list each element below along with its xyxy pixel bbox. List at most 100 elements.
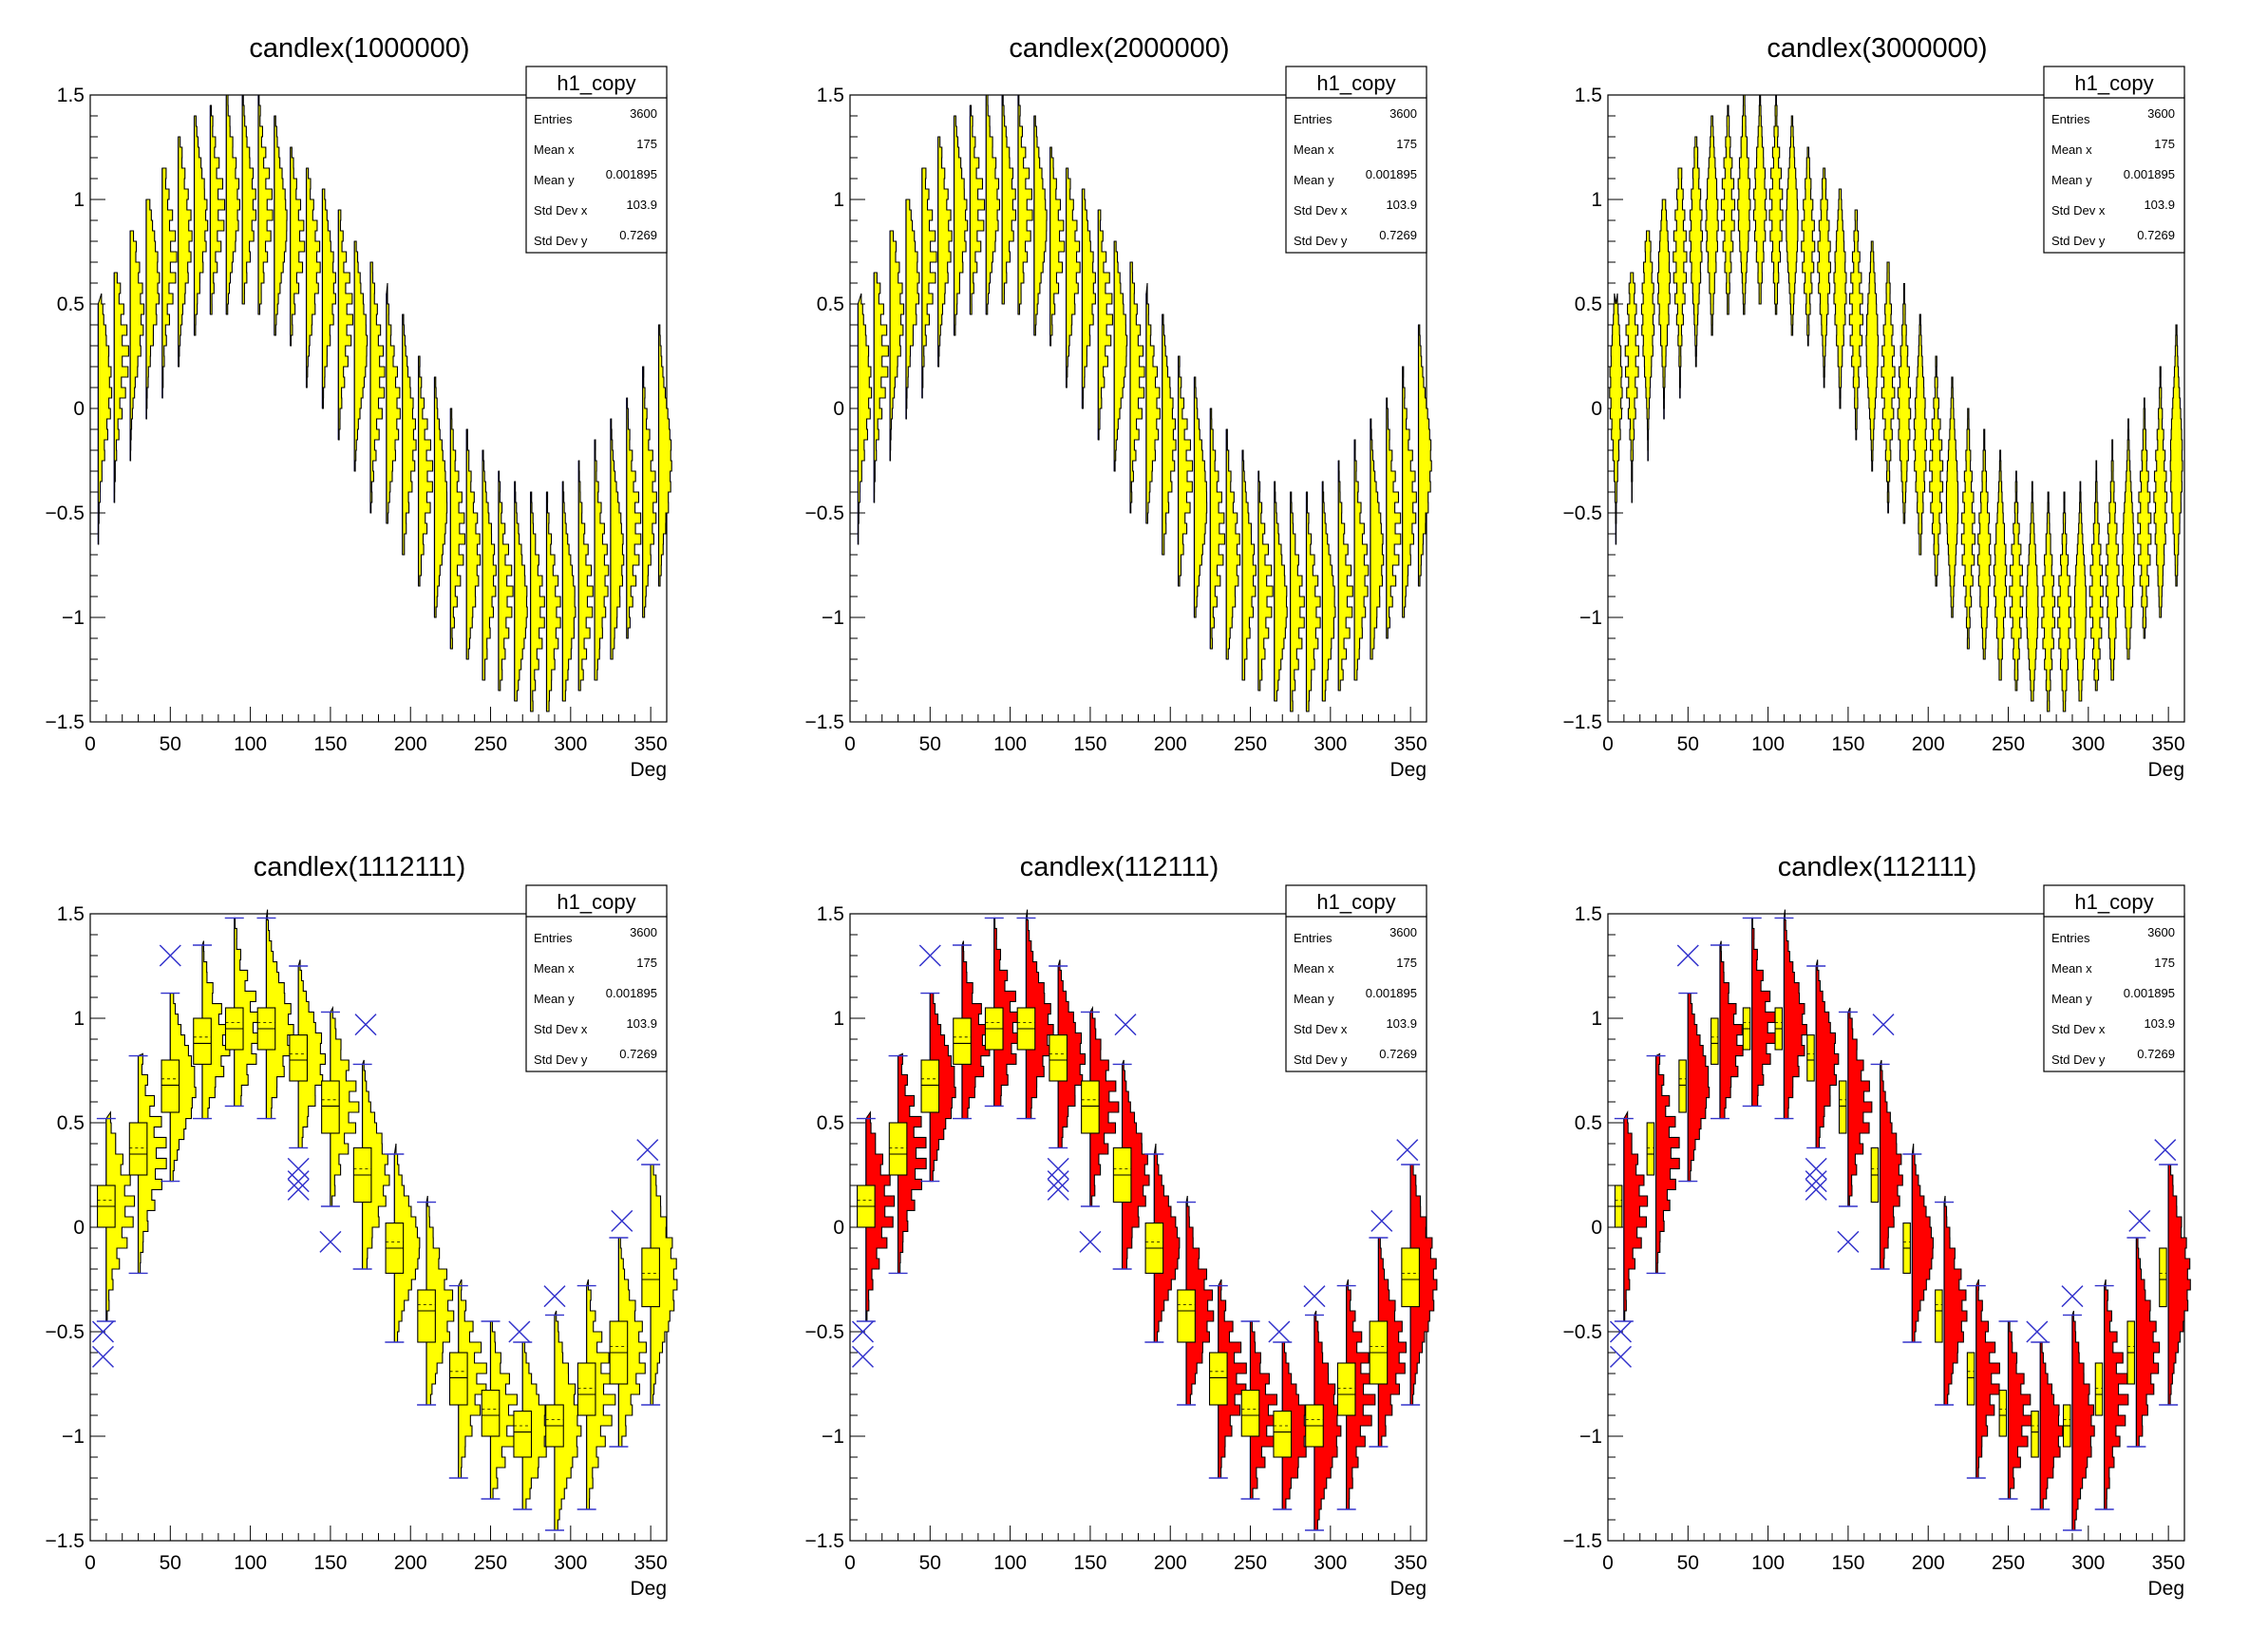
candle (1402, 366, 1417, 618)
x-tick-label: 200 (394, 1552, 427, 1574)
stats-value: 3600 (1389, 106, 1417, 121)
candle (529, 491, 545, 712)
x-tick-label: 300 (2071, 1552, 2105, 1574)
stats-value: 0.7269 (1379, 1047, 1417, 1061)
candle (857, 293, 873, 545)
candle (1993, 449, 2008, 681)
candle-histogram (1402, 366, 1417, 618)
candle-histogram (386, 282, 401, 524)
candle (905, 199, 920, 420)
candle-box (448, 1352, 468, 1406)
candle (369, 261, 386, 514)
candle-histogram (610, 418, 625, 660)
candle (161, 992, 197, 1183)
candle (1646, 1052, 1680, 1275)
candle (1640, 230, 1655, 462)
y-tick-label: 0 (73, 1217, 85, 1239)
candle-histogram (306, 167, 321, 389)
candle (1001, 94, 1017, 305)
candle (161, 167, 178, 399)
x-tick-label: 250 (474, 1552, 507, 1574)
stats-value: 3600 (630, 106, 657, 121)
x-tick-label: 0 (844, 733, 856, 755)
candle-histogram (898, 1052, 927, 1274)
outlier-marker (159, 944, 181, 967)
x-tick-label: 100 (993, 733, 1027, 755)
candle (1304, 1310, 1342, 1531)
outlier-marker (1805, 1178, 1827, 1201)
candle-histogram (290, 146, 306, 347)
x-tick-label: 100 (234, 733, 267, 755)
candle-histogram (1656, 199, 1672, 420)
candle-histogram (1848, 209, 1863, 441)
outlier-marker (611, 1209, 633, 1232)
outlier-marker (851, 1320, 875, 1343)
x-tick-label: 200 (394, 733, 427, 755)
candle (610, 418, 625, 660)
candle (1017, 94, 1033, 315)
candle (1737, 94, 1751, 315)
y-tick-label: 0 (73, 398, 85, 420)
candle (1689, 136, 1704, 368)
candle-histogram (929, 993, 956, 1183)
candle (1240, 1320, 1280, 1500)
stats-label: Entries (534, 112, 573, 126)
candle-histogram (905, 199, 920, 420)
candle-histogram (1719, 940, 1744, 1120)
candle-box (1336, 1362, 1356, 1416)
candle-histogram (1815, 959, 1840, 1148)
candle (1289, 491, 1305, 712)
candle (1401, 1164, 1438, 1406)
candle-histogram (1655, 1052, 1680, 1274)
y-tick-label: 0 (833, 398, 844, 420)
y-tick-label: −0.5 (46, 1321, 85, 1343)
candle (1774, 909, 1807, 1120)
candle-box (953, 1017, 972, 1065)
y-tick-label: −1 (62, 1426, 85, 1448)
candle-histogram (1241, 449, 1257, 681)
stats-label: Mean x (534, 961, 575, 976)
candle (1624, 272, 1639, 503)
outlier-marker (1370, 1209, 1393, 1232)
candle-histogram (1281, 1341, 1311, 1510)
outlier-marker (354, 1014, 377, 1036)
candle (1177, 1195, 1215, 1406)
candle-histogram (1025, 909, 1054, 1120)
stats-value: 3600 (2147, 925, 2175, 939)
candle (257, 94, 274, 315)
y-tick-label: 0 (1591, 1217, 1602, 1239)
candle (2159, 1164, 2191, 1406)
chart-panel: candlex(112111) 0 50 100 150 200 250 300 350 −1.5… (805, 852, 1438, 1600)
stats-value: 0.001895 (1366, 986, 1417, 1000)
x-tick-label: 250 (1992, 1552, 2025, 1574)
y-tick-label: −1 (62, 607, 85, 629)
candle-box (128, 1122, 148, 1176)
candle (1144, 1143, 1181, 1343)
chart-panel: candlex(112111) 0 50 100 150 200 250 300 350 −1.5… (1563, 852, 2191, 1600)
stats-value: 175 (2154, 956, 2175, 970)
candle (1016, 909, 1054, 1120)
candle-histogram (586, 1279, 616, 1510)
candle (1786, 115, 1799, 336)
outlier-marker (1676, 944, 1699, 967)
x-tick-label: 350 (1394, 733, 1427, 755)
candle (417, 1195, 455, 1406)
candle (1838, 1007, 1873, 1207)
outlier-marker (1114, 1014, 1137, 1036)
outlier-marker (1047, 1170, 1069, 1193)
stats-label: Entries (1294, 112, 1332, 126)
candle (2062, 1310, 2095, 1531)
stats-box-title: h1_copy (2074, 71, 2153, 95)
candle-histogram (2039, 1341, 2064, 1510)
candle (449, 408, 465, 650)
candle (274, 115, 288, 336)
candle (984, 917, 1023, 1108)
stats-label: Mean x (534, 142, 575, 157)
y-tick-label: 0.5 (1575, 294, 1602, 315)
y-tick-label: −1.5 (1563, 1530, 1602, 1552)
candle (193, 115, 209, 336)
outlier-marker (918, 944, 941, 967)
x-tick-label: 300 (2071, 733, 2105, 755)
stats-value: 0.001895 (606, 986, 657, 1000)
candle-histogram (1225, 428, 1241, 660)
